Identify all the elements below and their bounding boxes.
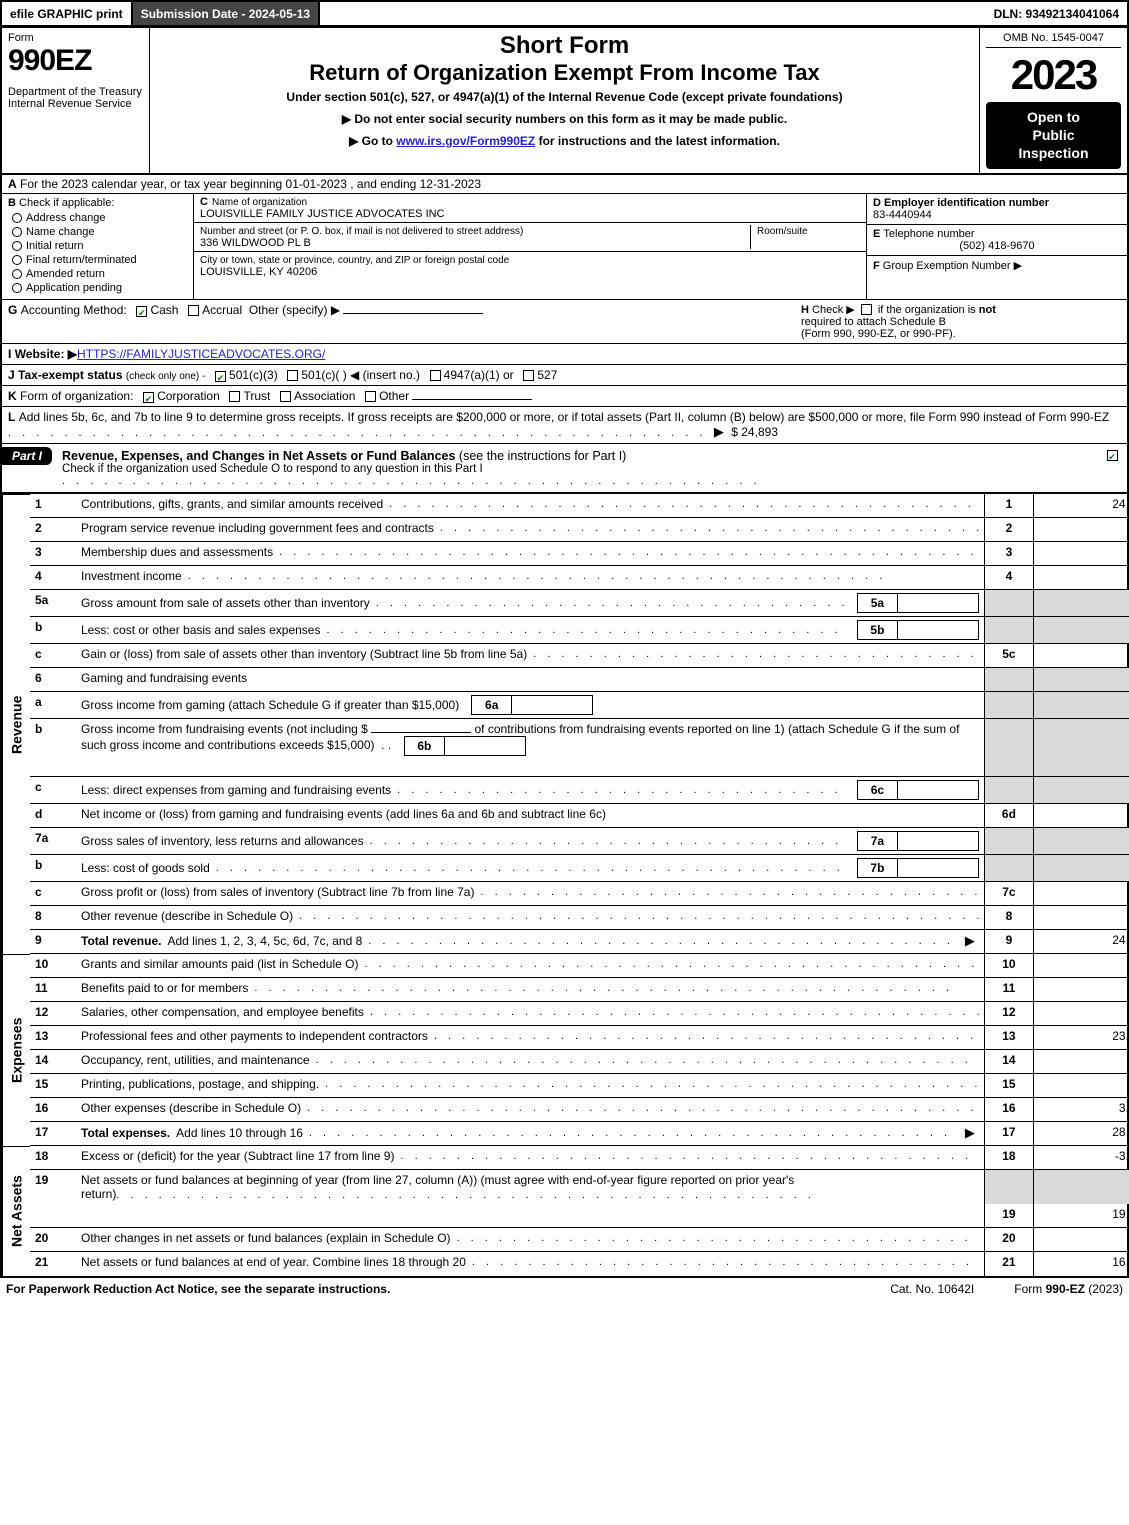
section-c: CName of organization LOUISVILLE FAMILY …: [194, 194, 867, 299]
ein: 83-4440944: [873, 209, 932, 221]
form-word: Form: [8, 32, 143, 44]
line-i: I Website: ▶HTTPS://FAMILYJUSTICEADVOCAT…: [2, 344, 1127, 365]
chk-address-change[interactable]: Address change: [12, 212, 187, 224]
val-line-20: [1034, 1228, 1129, 1252]
chk-501c3[interactable]: [215, 371, 226, 382]
website-link[interactable]: HTTPS://FAMILYJUSTICEADVOCATES.ORG/: [77, 347, 325, 361]
instr-ssn: ▶ Do not enter social security numbers o…: [156, 112, 973, 126]
val-line-15: 751: [1034, 1074, 1129, 1098]
form-number: 990EZ: [8, 44, 143, 78]
omb-number: OMB No. 1545-0047: [986, 32, 1121, 48]
chk-other-org[interactable]: [365, 391, 376, 402]
val-line-13: 23,579: [1034, 1026, 1129, 1050]
val-line-4: 132: [1034, 566, 1129, 590]
chk-accrual[interactable]: [188, 305, 199, 316]
line-a: A For the 2023 calendar year, or tax yea…: [2, 175, 1127, 194]
val-line-7c: [1034, 882, 1129, 906]
side-label-revenue: Revenue: [2, 494, 30, 954]
form-header: Form 990EZ Department of the Treasury In…: [0, 28, 1129, 175]
side-label-expenses: Expenses: [2, 954, 30, 1146]
val-line-16: 3,863: [1034, 1098, 1129, 1122]
org-address: 336 WILDWOOD PL B: [200, 237, 311, 249]
footer-paperwork: For Paperwork Reduction Act Notice, see …: [6, 1282, 850, 1296]
val-line-2: [1034, 518, 1129, 542]
val-line-21: 16,677: [1034, 1252, 1129, 1276]
chk-part1-schedule-o[interactable]: [1107, 450, 1118, 461]
chk-name-change[interactable]: Name change: [12, 226, 187, 238]
val-line-8: [1034, 906, 1129, 930]
instr-link: ▶ Go to www.irs.gov/Form990EZ for instru…: [156, 134, 973, 148]
chk-501c[interactable]: [287, 370, 298, 381]
val-line-1: 24,761: [1034, 494, 1129, 518]
page-footer: For Paperwork Reduction Act Notice, see …: [0, 1278, 1129, 1300]
part1-header: Part I Revenue, Expenses, and Changes in…: [2, 444, 1127, 493]
open-to-public-badge: Open to Public Inspection: [986, 102, 1121, 169]
irs-link[interactable]: www.irs.gov/Form990EZ: [396, 134, 535, 148]
top-bar: efile GRAPHIC print Submission Date - 20…: [0, 0, 1129, 28]
org-name: LOUISVILLE FAMILY JUSTICE ADVOCATES INC: [200, 208, 445, 220]
val-line-18: -3,300: [1034, 1146, 1129, 1170]
title-short: Short Form: [156, 32, 973, 60]
val-line-17: 28,193: [1034, 1122, 1129, 1146]
val-line-10: [1034, 954, 1129, 978]
header-center: Short Form Return of Organization Exempt…: [150, 28, 979, 173]
dept-irs: Internal Revenue Service: [8, 98, 143, 110]
line-l: L Add lines 5b, 6c, and 7b to line 9 to …: [2, 407, 1127, 443]
chk-initial-return[interactable]: Initial return: [12, 240, 187, 252]
val-line-12: [1034, 1002, 1129, 1026]
chk-trust[interactable]: [229, 391, 240, 402]
tax-year: 2023: [986, 48, 1121, 102]
header-left: Form 990EZ Department of the Treasury In…: [2, 28, 150, 173]
part1-section: Part I Revenue, Expenses, and Changes in…: [0, 444, 1129, 494]
chk-final-return[interactable]: Final return/terminated: [12, 254, 187, 266]
side-label-netassets: Net Assets: [2, 1146, 30, 1276]
line-j: J Tax-exempt status (check only one) - 5…: [2, 365, 1127, 386]
org-city: LOUISVILLE, KY 40206: [200, 266, 317, 278]
chk-association[interactable]: [280, 391, 291, 402]
footer-form-ref: Form 990-EZ (2023): [1014, 1282, 1123, 1296]
line-k: K Form of organization: Corporation Trus…: [2, 386, 1127, 407]
chk-527[interactable]: [523, 370, 534, 381]
title-subtitle: Under section 501(c), 527, or 4947(a)(1)…: [156, 90, 973, 104]
telephone: (502) 418-9670: [873, 240, 1121, 252]
chk-cash[interactable]: [136, 306, 147, 317]
chk-schedule-b[interactable]: [861, 304, 872, 315]
dln-label: DLN: 93492134041064: [986, 2, 1127, 26]
efile-label[interactable]: efile GRAPHIC print: [2, 2, 133, 26]
val-line-14: [1034, 1050, 1129, 1074]
chk-4947[interactable]: [430, 370, 441, 381]
meta-section: A For the 2023 calendar year, or tax yea…: [0, 175, 1129, 444]
header-right: OMB No. 1545-0047 2023 Open to Public In…: [979, 28, 1127, 173]
val-line-5c: [1034, 644, 1129, 668]
chk-amended-return[interactable]: Amended return: [12, 268, 187, 280]
gross-receipts: $ 24,893: [731, 425, 778, 439]
submission-date: Submission Date - 2024-05-13: [133, 2, 320, 26]
section-d-e-f: D Employer identification number 83-4440…: [867, 194, 1127, 299]
val-line-9: 24,893: [1034, 930, 1129, 954]
bc-grid: B Check if applicable: Address change Na…: [2, 194, 1127, 300]
val-line-11: [1034, 978, 1129, 1002]
line-g-h: G Accounting Method: Cash Accrual Other …: [2, 300, 1127, 344]
title-main: Return of Organization Exempt From Incom…: [156, 60, 973, 86]
chk-application-pending[interactable]: Application pending: [12, 282, 187, 294]
val-line-19: 19,977: [1034, 1204, 1129, 1228]
section-b: B Check if applicable: Address change Na…: [2, 194, 194, 299]
part1-table: Revenue 1 Contributions, gifts, grants, …: [0, 494, 1129, 1278]
dept-treasury: Department of the Treasury: [8, 86, 143, 98]
chk-corporation[interactable]: [143, 392, 154, 403]
footer-cat-no: Cat. No. 10642I: [890, 1282, 974, 1296]
val-line-3: [1034, 542, 1129, 566]
val-line-6d: [1034, 804, 1129, 828]
